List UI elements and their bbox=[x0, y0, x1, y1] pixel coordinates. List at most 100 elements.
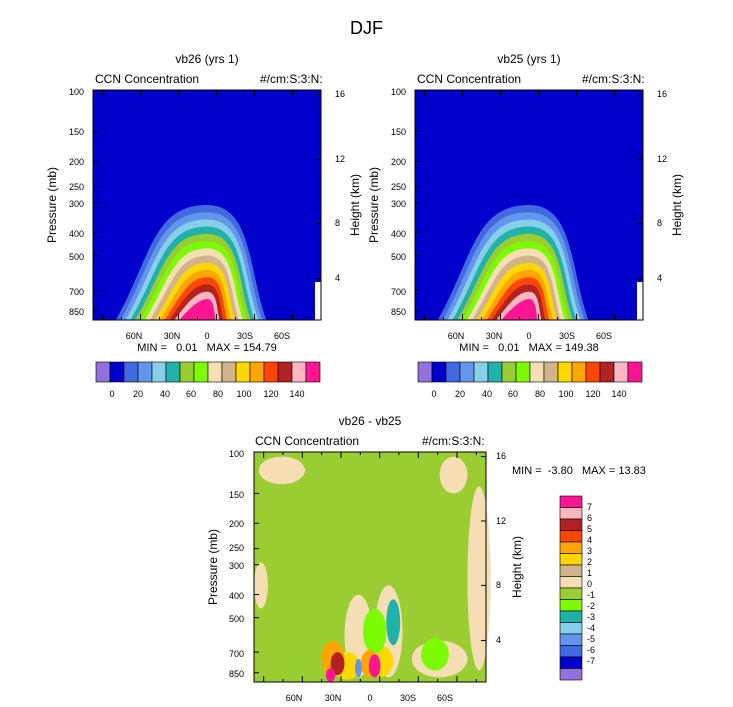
colorbar-box bbox=[137, 361, 153, 383]
h-tick: 16 bbox=[335, 89, 346, 99]
p-tick: 300 bbox=[68, 199, 84, 209]
p-tick: 200 bbox=[228, 519, 244, 529]
lat-tick: 60S bbox=[273, 331, 290, 341]
cbar-label: 6 bbox=[587, 513, 593, 523]
p-tick: 150 bbox=[68, 127, 84, 137]
h-tick: 8 bbox=[657, 218, 663, 228]
lat-tick: 60N bbox=[125, 331, 143, 341]
heatmap-contour-band bbox=[325, 668, 336, 682]
p-tick: 400 bbox=[228, 591, 244, 601]
lat-tick: 30S bbox=[399, 693, 416, 703]
lat-tick: 60S bbox=[595, 331, 612, 341]
h-tick: 4 bbox=[335, 273, 341, 283]
h-tick: 8 bbox=[496, 580, 502, 590]
colorbar-box bbox=[165, 361, 181, 383]
cbar-label: 60 bbox=[185, 389, 196, 399]
p-tick: 100 bbox=[228, 449, 244, 459]
colorbar-box bbox=[599, 361, 615, 383]
plot-frame bbox=[253, 451, 487, 683]
colorbar-box bbox=[559, 599, 583, 612]
heatmap-contour-band bbox=[253, 562, 268, 609]
p-tick: 100 bbox=[390, 87, 406, 97]
cbar-label: 140 bbox=[611, 389, 627, 399]
colorbar-box bbox=[459, 361, 475, 383]
cbar-label: 40 bbox=[481, 389, 492, 399]
colorbar-box bbox=[559, 530, 583, 543]
cbar-label: -5 bbox=[587, 634, 596, 644]
p-tick: 250 bbox=[228, 543, 244, 553]
colorbar-box bbox=[263, 361, 279, 383]
units-label: #/cm:S:3:N: bbox=[260, 72, 323, 86]
cbar-label: 120 bbox=[585, 389, 601, 399]
colorbar-box bbox=[559, 645, 583, 658]
p-tick: 250 bbox=[68, 182, 84, 192]
units-label: #/cm:S:3:N: bbox=[582, 72, 645, 86]
p-tick: 200 bbox=[68, 157, 84, 167]
cbar-label: -6 bbox=[587, 645, 596, 655]
colorbar-box bbox=[559, 541, 583, 554]
cbar-label: 140 bbox=[289, 389, 305, 399]
units-label: #/cm:S:3:N: bbox=[422, 434, 485, 448]
colorbar-box bbox=[221, 361, 237, 383]
left-label: CCN Concentration bbox=[417, 72, 522, 86]
colorbar-box bbox=[235, 361, 251, 383]
plot-frame bbox=[92, 89, 322, 321]
h-tick: 16 bbox=[496, 451, 507, 461]
colorbar-box bbox=[277, 361, 293, 383]
cbar-label: 7 bbox=[587, 502, 593, 512]
heatmap-contour-band bbox=[467, 486, 491, 671]
colorbar-box bbox=[559, 495, 583, 508]
colorbar-box bbox=[529, 361, 545, 383]
cbar-label: 4 bbox=[587, 535, 593, 545]
p-tick: 700 bbox=[390, 287, 406, 297]
p-tick: 200 bbox=[390, 157, 406, 167]
colorbar-box bbox=[559, 564, 583, 577]
colorbar-box bbox=[557, 361, 573, 383]
h-tick: 4 bbox=[496, 635, 502, 645]
p-tick: 500 bbox=[68, 252, 84, 262]
colorbar-box bbox=[151, 361, 167, 383]
figure-title: DJF bbox=[350, 18, 383, 38]
p-tick: 850 bbox=[390, 307, 406, 317]
panel-title: vb25 (yrs 1) bbox=[497, 52, 561, 66]
heatmap-contour-band bbox=[439, 456, 468, 494]
colorbar-box bbox=[515, 361, 531, 383]
h-tick: 16 bbox=[657, 89, 668, 99]
colorbar-box bbox=[249, 361, 265, 383]
cbar-label: 20 bbox=[454, 389, 465, 399]
colorbar-box bbox=[445, 361, 461, 383]
lat-tick: 30N bbox=[324, 693, 342, 703]
p-tick: 850 bbox=[68, 307, 84, 317]
p-tick: 300 bbox=[390, 199, 406, 209]
colorbar-box bbox=[559, 587, 583, 600]
p-tick: 400 bbox=[390, 229, 406, 239]
colorbar-box bbox=[559, 576, 583, 589]
cbar-label: 100 bbox=[236, 389, 252, 399]
p-tick: 500 bbox=[390, 252, 406, 262]
colorbar-box bbox=[123, 361, 139, 383]
colorbar-box bbox=[109, 361, 125, 383]
lat-tick: 30N bbox=[485, 331, 503, 341]
colorbar-box bbox=[559, 518, 583, 531]
cbar-label: 3 bbox=[587, 546, 593, 556]
colorbar-box bbox=[487, 361, 503, 383]
colorbar-box bbox=[613, 361, 629, 383]
heatmap-contour-band bbox=[501, 298, 538, 320]
lat-tick: 0 bbox=[367, 693, 373, 703]
min-max-stats: MIN = 0.01 MAX = 149.38 bbox=[459, 342, 599, 354]
lat-tick: 60S bbox=[436, 693, 453, 703]
colorbar-box bbox=[543, 361, 559, 383]
cbar-label: 80 bbox=[534, 389, 545, 399]
colorbar-box bbox=[571, 361, 587, 383]
lat-tick: 30S bbox=[236, 331, 253, 341]
p-tick: 250 bbox=[390, 182, 406, 192]
colorbar-box bbox=[559, 610, 583, 623]
cbar-label: 0 bbox=[109, 389, 115, 399]
cbar-label: -7 bbox=[587, 656, 596, 666]
colorbar-box bbox=[585, 361, 601, 383]
cbar-label: 1 bbox=[587, 568, 593, 578]
lat-tick: 60N bbox=[285, 693, 303, 703]
colorbar-box bbox=[431, 361, 447, 383]
colorbar-box bbox=[305, 361, 321, 383]
